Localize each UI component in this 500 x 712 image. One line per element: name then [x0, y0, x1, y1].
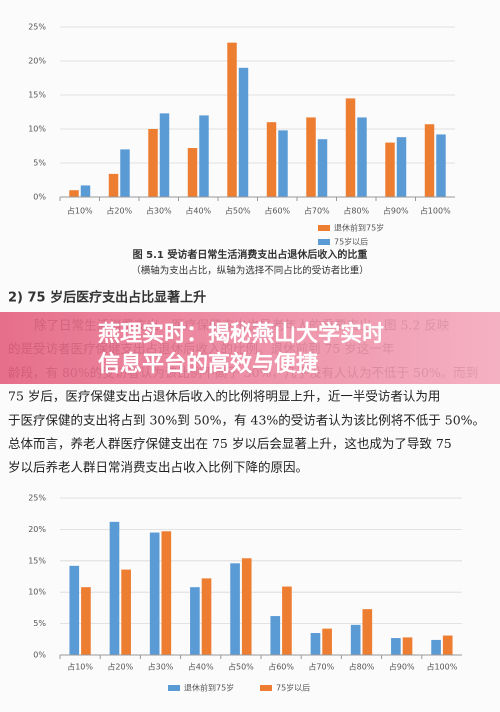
bar [391, 638, 401, 655]
x-tick-label: 占20% [106, 206, 132, 216]
bar [278, 130, 288, 197]
y-tick-label: 20% [28, 57, 46, 66]
paragraph-line: 75 岁后，医疗保健支出占退休后收入的比例将明显上升，近一半受访者认为用 [8, 389, 440, 404]
bar [396, 137, 407, 197]
legend-swatch [318, 225, 330, 231]
x-tick-label: 占70% [304, 206, 330, 216]
paragraph-line: 总体而言，养老人群医疗保健支出在 75 岁以后会显著上升，这也成为了导致 75 [8, 436, 452, 451]
bar [322, 628, 332, 655]
y-tick-label: 25% [28, 23, 46, 32]
y-tick-label: 10% [28, 125, 46, 134]
y-tick-label: 5% [33, 619, 46, 628]
legend-label: 退休前到75岁 [184, 683, 234, 693]
bar [442, 635, 453, 655]
x-tick-label: 占40% [188, 662, 214, 672]
bar [81, 587, 91, 655]
y-tick-label: 20% [28, 525, 46, 534]
bar [148, 129, 158, 197]
banner-line: 燕理实时：揭秘燕山大学实时 [98, 321, 384, 347]
bar [266, 122, 277, 197]
legend-swatch [318, 239, 330, 245]
y-tick-label: 15% [28, 556, 46, 565]
x-tick-label: 占50% [225, 206, 251, 216]
bar [424, 124, 435, 197]
bar [350, 624, 361, 655]
section-heading: 2) 75 岁后医疗支出占比显著上升 [8, 290, 206, 306]
y-tick-label: 0% [33, 193, 46, 202]
legend-label: 75岁以后 [334, 237, 368, 247]
paragraph-line: 岁以后养老人群日常消费支出占收入比例下降的原因。 [8, 460, 308, 475]
bar [402, 637, 413, 655]
banner: 燕理实时：揭秘燕山大学实时 信息平台的高效与便捷 [0, 312, 500, 384]
x-tick-label: 占50% [228, 662, 254, 672]
y-tick-label: 5% [33, 159, 46, 168]
bar [238, 67, 249, 197]
x-tick-label: 占80% [349, 662, 375, 672]
bar [270, 616, 281, 655]
figure-caption: 图 5.1 受访者日常生活消费支出占退休后收入的比重 [133, 248, 368, 261]
bar [161, 531, 172, 655]
y-tick-label: 10% [28, 588, 46, 597]
x-tick-label: 占30% [146, 206, 172, 216]
bar [436, 134, 446, 197]
bar [69, 190, 79, 197]
bar [241, 558, 252, 655]
bar [230, 563, 240, 655]
x-tick-label: 占30% [148, 662, 174, 672]
x-tick-label: 占10% [67, 206, 93, 216]
legend-swatch [168, 685, 180, 691]
bar [69, 565, 80, 655]
bar [362, 609, 373, 655]
bar [80, 185, 91, 197]
bar [109, 521, 120, 655]
x-tick-label: 占60% [264, 206, 290, 216]
bar [187, 148, 198, 197]
bar [357, 117, 367, 197]
bar [120, 149, 130, 197]
legend-swatch [260, 685, 272, 691]
banner-bg [0, 312, 500, 384]
x-tick-label: 占20% [107, 662, 133, 672]
x-tick-label: 占40% [185, 206, 211, 216]
bar [201, 578, 212, 655]
y-tick-label: 15% [28, 91, 46, 100]
bar [345, 98, 356, 197]
y-tick-label: 25% [28, 494, 46, 503]
bar [149, 532, 160, 655]
y-tick-label: 0% [33, 651, 46, 660]
x-tick-label: 占90% [383, 206, 409, 216]
bar [310, 633, 321, 655]
bar [199, 115, 209, 197]
x-tick-label: 占60% [268, 662, 294, 672]
x-tick-label: 占100% [420, 206, 451, 216]
bar [306, 117, 316, 197]
legend-label: 75岁以后 [276, 683, 310, 693]
bar [431, 639, 441, 655]
bar [121, 569, 131, 655]
bar [385, 142, 395, 197]
bar [108, 173, 119, 197]
x-tick-label: 占90% [389, 662, 415, 672]
bar [317, 139, 328, 197]
figure-caption-sub: （横轴为支出占比，纵轴为选择不同占比的受访者比重） [131, 265, 369, 277]
banner-line: 信息平台的高效与便捷 [98, 351, 319, 377]
x-tick-label: 占80% [343, 206, 369, 216]
x-tick-label: 占100% [426, 662, 457, 672]
bar [190, 587, 200, 655]
legend-label: 退休前到75岁 [334, 223, 384, 233]
bar [159, 113, 170, 197]
bar [282, 586, 292, 655]
x-tick-label: 占10% [67, 662, 93, 672]
paragraph-line: 于医疗保健的支出将占到 30%到 50%，有 43%的受访者认为该比例将不低于 … [8, 412, 485, 427]
x-tick-label: 占70% [308, 662, 334, 672]
bar [227, 42, 237, 197]
